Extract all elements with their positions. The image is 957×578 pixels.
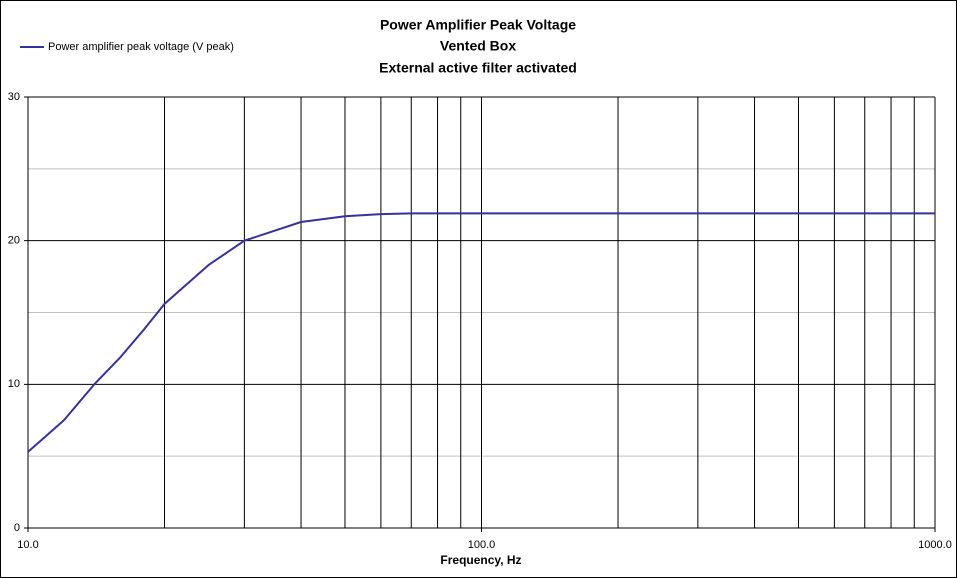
legend-label: Power amplifier peak voltage (V peak): [48, 41, 234, 53]
line-series: [27, 212, 935, 453]
y-tick-label: 10: [8, 378, 20, 390]
x-tick-label: 10.0: [17, 539, 38, 551]
x-axis-label: Frequency, Hz: [440, 553, 521, 567]
y-tick-label: 0: [14, 522, 20, 534]
x-tick-label: 100.0: [468, 539, 496, 551]
chart-subtitle: Vented Box: [440, 38, 516, 54]
y-tick-label: 20: [8, 235, 20, 247]
x-tick-label: 1000.0: [918, 539, 952, 551]
chart-subtitle: External active filter activated: [379, 60, 577, 76]
chart-title: Power Amplifier Peak Voltage: [380, 17, 576, 33]
y-tick-label: 30: [8, 91, 20, 103]
